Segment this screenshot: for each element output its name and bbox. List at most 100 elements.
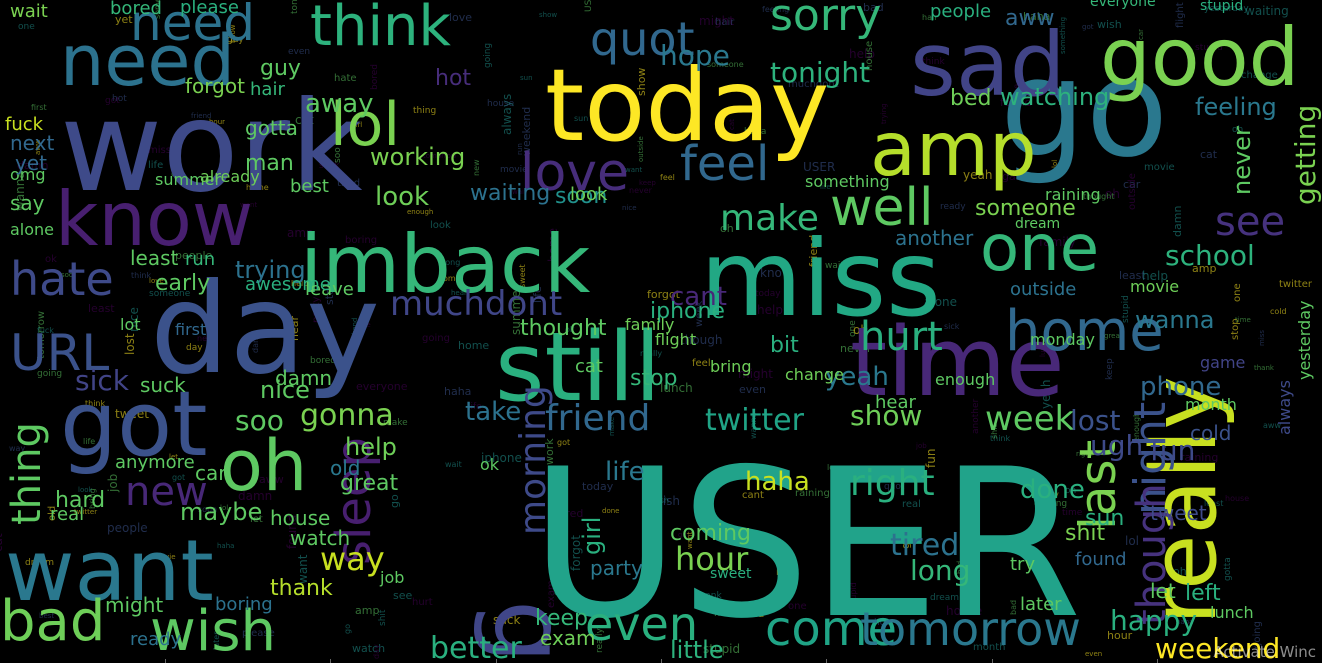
filler-word: might: [738, 367, 773, 381]
filler-word: something: [1059, 17, 1067, 54]
word-look: look: [375, 182, 429, 212]
filler-word: gotta: [1223, 557, 1233, 581]
filler-word: done: [602, 507, 619, 515]
filler-word: way: [9, 444, 25, 453]
filler-word: haha: [737, 607, 764, 620]
filler-word: go: [388, 494, 401, 508]
filler-word: lost: [123, 333, 137, 355]
word-iphone: iphone: [650, 299, 725, 324]
filler-word: twitter: [1279, 279, 1313, 290]
filler-word: ready: [940, 202, 966, 212]
filler-word: long: [443, 258, 460, 267]
filler-word: bad: [1009, 600, 1018, 615]
filler-word: yeah: [1039, 380, 1053, 409]
filler-word: aww: [259, 473, 284, 486]
filler-word: hour: [1107, 629, 1133, 642]
word-time: time: [850, 308, 1065, 418]
filler-word: love: [149, 277, 164, 285]
word-watch: watch: [290, 526, 350, 550]
word-url: URL: [10, 324, 109, 382]
filler-word: real: [776, 567, 795, 578]
word-leave: leave: [305, 279, 354, 300]
bottom-tick-strip: [0, 659, 1322, 663]
filler-word: tomorrow: [36, 311, 47, 359]
word-imback: imback: [300, 218, 591, 311]
word-gonna: gonna: [300, 398, 394, 433]
word-bored: bored: [110, 0, 162, 19]
word-omg: omg: [10, 165, 46, 184]
word-shit: shit: [1065, 521, 1106, 546]
word-alone: alone: [10, 220, 54, 239]
filler-word: hot: [112, 94, 127, 104]
word-try: try: [1010, 554, 1035, 575]
word-away: away: [305, 89, 374, 119]
filler-word: wish: [651, 496, 669, 505]
word-cold: cold: [1190, 421, 1231, 445]
word-change: change: [785, 365, 844, 384]
filler-word: show: [539, 11, 557, 19]
word-really: really: [1132, 376, 1237, 625]
filler-word: dream: [25, 558, 54, 568]
word-ugh: ugh: [1090, 429, 1143, 462]
filler-word: nice: [127, 307, 141, 332]
filler-word: stupid: [849, 582, 858, 607]
word-done: done: [1020, 475, 1085, 505]
word-lot: lot: [120, 315, 141, 334]
filler-word: people: [175, 249, 213, 262]
filler-word: cat: [728, 119, 736, 130]
filler-word: stupid: [1195, 43, 1223, 53]
filler-word: going: [37, 369, 62, 379]
word-weekend: weekend: [1155, 632, 1280, 663]
word-found: found: [1075, 549, 1127, 570]
word-lost: lost: [1070, 404, 1120, 437]
filler-word: want: [686, 532, 694, 549]
filler-word: amp: [287, 226, 314, 240]
word-let: let: [1150, 579, 1176, 603]
word-hurt: hurt: [860, 314, 943, 360]
filler-word: hair: [715, 17, 735, 28]
word-yesterday: yesterday: [1295, 301, 1314, 381]
filler-word: think: [85, 399, 106, 408]
filler-word: make: [608, 417, 616, 436]
filler-word: lunch: [660, 381, 693, 395]
word-need: need: [130, 0, 255, 52]
filler-word: old: [47, 506, 58, 521]
word-feel: feel: [680, 136, 769, 192]
filler-word: life: [148, 160, 163, 171]
filler-word: family: [1039, 235, 1076, 249]
filler-word: sweet: [518, 264, 527, 288]
word-sweet: sweet: [710, 566, 752, 582]
filler-word: show: [635, 68, 648, 96]
filler-word: quot: [884, 482, 905, 492]
filler-word: feel: [660, 173, 675, 182]
word-great: great: [340, 471, 399, 496]
word-happy: happy: [1110, 604, 1197, 637]
word-amp: amp: [870, 105, 1037, 193]
filler-word: house: [487, 99, 515, 109]
filler-word: home: [546, 228, 560, 262]
word-keep: keep: [535, 606, 588, 631]
word-today: today: [545, 47, 829, 164]
word-fuck: fuck: [5, 114, 44, 135]
filler-word: new: [472, 159, 481, 176]
word-hair: hair: [250, 79, 285, 100]
filler-word: flight: [1175, 2, 1186, 28]
word-miss: miss: [700, 218, 941, 340]
filler-word: car: [1123, 178, 1141, 191]
filler-word: haha: [1176, 618, 1193, 626]
word-aww: aww: [1005, 6, 1054, 31]
word-boring: boring: [215, 594, 273, 615]
filler-word: let: [250, 514, 263, 525]
word-game: game: [1200, 353, 1245, 372]
filler-word: dream: [930, 593, 959, 603]
filler-word: best: [39, 612, 54, 620]
filler-word: bad: [863, 1, 884, 14]
filler-word: really: [640, 349, 662, 358]
filler-word: oh: [1173, 565, 1187, 578]
filler-word: enough: [1132, 412, 1141, 442]
word-thank: thank: [270, 576, 333, 601]
filler-word: yet: [115, 13, 133, 26]
filler-word: oh: [1065, 486, 1076, 496]
filler-word: oh: [853, 323, 868, 337]
